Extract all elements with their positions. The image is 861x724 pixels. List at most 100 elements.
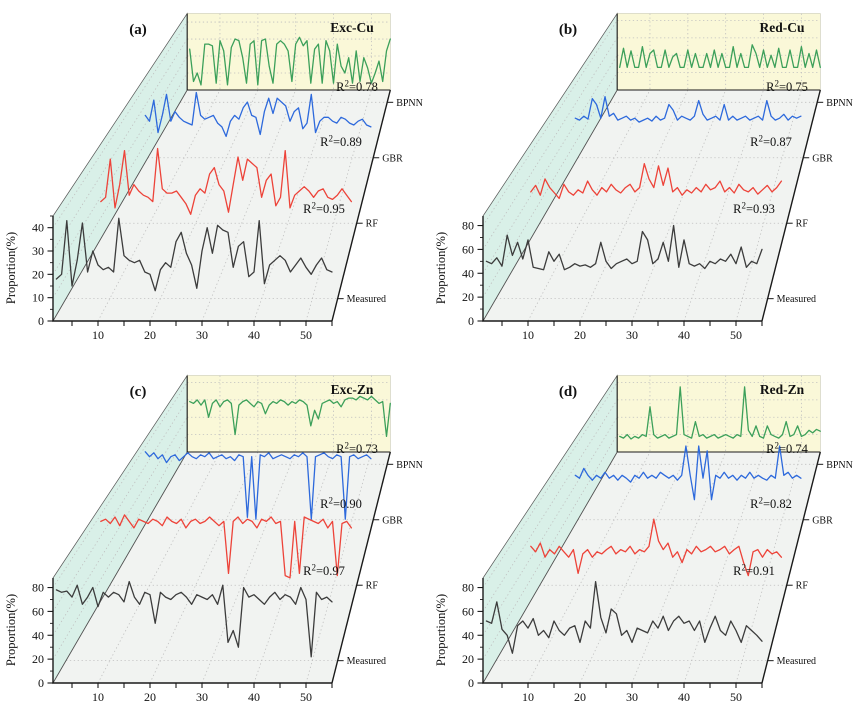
y-tick-label: 0	[38, 314, 44, 328]
floor-left-edge	[52, 89, 188, 322]
r2-label-gbr: R2=0.89	[320, 134, 362, 150]
y-tick-label: 40	[32, 628, 44, 642]
series-line-gbr	[144, 451, 372, 520]
depth-tick-label-bpnn: BPNN	[826, 98, 853, 109]
x-tick-label: 20	[574, 328, 586, 342]
x-tick-label: 30	[626, 690, 638, 704]
floor-grid-line	[305, 451, 372, 684]
y-tick-label: 60	[32, 604, 44, 618]
y-tick-label: 40	[462, 266, 474, 280]
series-line-bpnn	[619, 386, 821, 440]
x-tick-label: 20	[574, 690, 586, 704]
side-wall-grid-line	[52, 434, 188, 660]
floor-grid-line	[631, 89, 727, 322]
floor-grid-line	[735, 89, 802, 322]
panel-title: Exc-Zn	[331, 382, 374, 397]
x-tick-label: 50	[300, 328, 312, 342]
x-tick-label: 40	[248, 328, 260, 342]
depth-axis	[331, 89, 391, 322]
series-line-gbr	[144, 91, 372, 138]
side-wall-grid-line	[482, 37, 618, 250]
axes: 0 20 40 60 80 10 20 30 40 50 Measured RF GBR BPNN	[462, 89, 853, 342]
floor-grid-line	[735, 451, 802, 684]
x-tick-label: 10	[92, 690, 104, 704]
floor-plane	[53, 90, 391, 321]
y-tick-label: 80	[462, 219, 474, 233]
x-tick-label: 30	[196, 328, 208, 342]
panel-title: Exc-Cu	[330, 20, 374, 35]
series-line-rf	[100, 514, 353, 579]
r2-label-bpnn: R2=0.75	[766, 79, 808, 95]
depth-tick-label-rf: RF	[796, 581, 809, 592]
x-tick-label: 50	[730, 690, 742, 704]
floor-grid-line	[201, 89, 297, 322]
panel-letter: (d)	[559, 384, 577, 400]
side-wall-grid-line	[482, 434, 618, 660]
panel-title: Red-Cu	[759, 20, 804, 35]
y-axis-title: Proportion(%)	[4, 232, 18, 304]
r2-label-rf: R2=0.93	[733, 201, 775, 217]
x-tick-label: 40	[678, 690, 690, 704]
axes: 0 20 40 60 80 10 20 30 40 50 Measured RF GBR BPNN	[462, 451, 853, 704]
series-line-rf	[530, 163, 783, 200]
side-wall-grid-line	[52, 399, 188, 612]
floor-plane	[483, 452, 821, 683]
r2-label-gbr: R2=0.82	[750, 496, 792, 512]
floor-grid-line	[253, 451, 334, 684]
y-tick-label: 0	[38, 676, 44, 690]
depth-axis	[761, 89, 821, 322]
r2-label-gbr: R2=0.87	[750, 134, 792, 150]
panel-d: 0 20 40 60 80 10 20 30 40 50 Measured RF GBR BPNN Prop…	[430, 362, 861, 724]
y-tick-label: 40	[32, 221, 44, 235]
floor-grid-line	[253, 89, 334, 322]
panel-c: 0 20 40 60 80 10 20 30 40 50 Measured RF GBR BPNN Prop…	[0, 362, 430, 724]
floor-grid-line	[97, 451, 221, 684]
y-tick-label: 20	[32, 652, 44, 666]
floor	[53, 451, 391, 684]
side-wall-grid-line	[482, 72, 618, 298]
series-line-measured	[55, 580, 333, 658]
y-tick-label: 30	[32, 244, 44, 258]
depth-tick-label-bpnn: BPNN	[396, 460, 423, 471]
depth-tick-label-rf: RF	[796, 219, 809, 230]
r2-label-bpnn: R2=0.78	[336, 79, 378, 95]
back-wall	[52, 375, 391, 684]
series-line-measured	[485, 224, 763, 271]
depth-tick-label-gbr: GBR	[812, 515, 833, 526]
series-lines	[485, 386, 821, 654]
floor-grid-line	[683, 451, 764, 684]
floor-grid-line	[201, 451, 297, 684]
series-lines	[485, 44, 821, 271]
series-line-measured	[55, 217, 333, 292]
y-tick-label: 40	[462, 628, 474, 642]
series-line-bpnn	[619, 44, 821, 69]
r2-label-gbr: R2=0.90	[320, 496, 362, 512]
floor-grid-line	[527, 451, 651, 684]
series-line-measured	[485, 580, 763, 654]
axes: 0 20 40 60 80 10 20 30 40 50 Measured RF GBR BPNN	[32, 451, 423, 704]
x-tick-label: 40	[678, 328, 690, 342]
y-tick-label: 20	[462, 652, 474, 666]
depth-tick-label-rf: RF	[366, 581, 379, 592]
y-tick-label: 80	[32, 581, 44, 595]
x-tick-label: 30	[196, 690, 208, 704]
floor-left-edge	[482, 89, 618, 322]
x-tick-label: 20	[144, 328, 156, 342]
panel-letter: (a)	[129, 22, 147, 38]
side-wall-grid-line	[52, 72, 188, 298]
panel-letter: (c)	[130, 384, 147, 400]
panel-d-chart: 0 20 40 60 80 10 20 30 40 50 Measured RF GBR BPNN Prop…	[434, 374, 853, 704]
floor-grid-line	[683, 89, 764, 322]
depth-tick-label-gbr: GBR	[382, 153, 403, 164]
depth-tick-label-bpnn: BPNN	[396, 98, 423, 109]
axes: 0 10 20 30 40 10 20 30 40 50 Measured RF GBR BPNN	[32, 89, 423, 342]
floor-grid-line	[527, 89, 651, 322]
series-line-gbr	[574, 445, 802, 501]
floor-left-edge	[482, 451, 618, 684]
y-tick-label: 0	[468, 314, 474, 328]
depth-tick-label-measured: Measured	[777, 656, 816, 667]
series-line-bpnn	[189, 36, 391, 86]
x-tick-label: 40	[248, 690, 260, 704]
